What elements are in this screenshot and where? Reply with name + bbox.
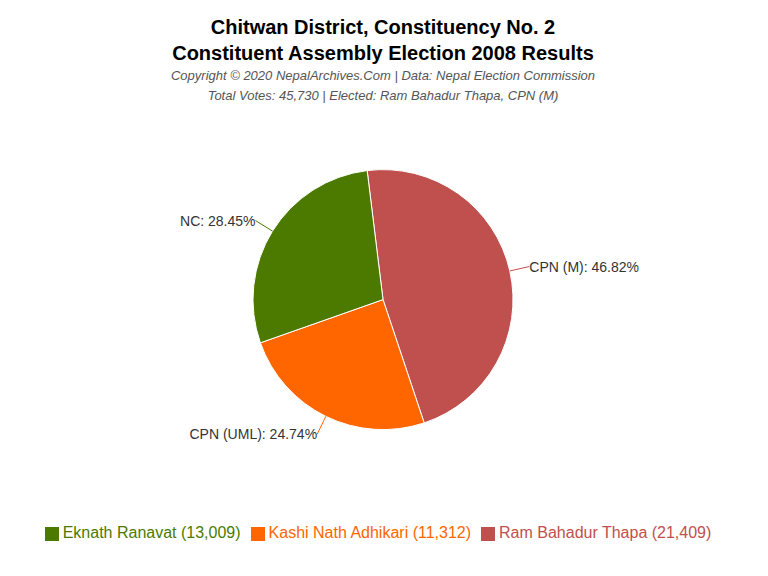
html-text:Copyright © 2020 NepalArchives: Copyright © 2020 NepalArchives.Com | Dat… xyxy=(171,68,595,83)
html-text:Chitwan District, Constituency: Chitwan District, Constituency No. 2 xyxy=(210,16,556,38)
svg-text:CPN (UML): 24.74%: CPN (UML): 24.74% xyxy=(190,426,318,442)
html-text:Total Votes: 45,730 | Elected:: Total Votes: 45,730 | Elected: Ram Bahad… xyxy=(207,88,559,103)
svg-text:CPN (M): 46.82%: CPN (M): 46.82% xyxy=(529,259,639,275)
html-text:Constituent Assembly Election: Constituent Assembly Election 2008 Resul… xyxy=(172,42,594,64)
html-text:Kashi Nath Adhikari (11,312): Kashi Nath Adhikari (11,312) xyxy=(268,524,471,541)
html-text:Ram Bahadur Thapa (21,409): Ram Bahadur Thapa (21,409) xyxy=(499,524,712,541)
html-text:Eknath Ranavat (13,009): Eknath Ranavat (13,009) xyxy=(62,524,241,541)
svg-text:NC: 28.45%: NC: 28.45% xyxy=(180,213,255,229)
